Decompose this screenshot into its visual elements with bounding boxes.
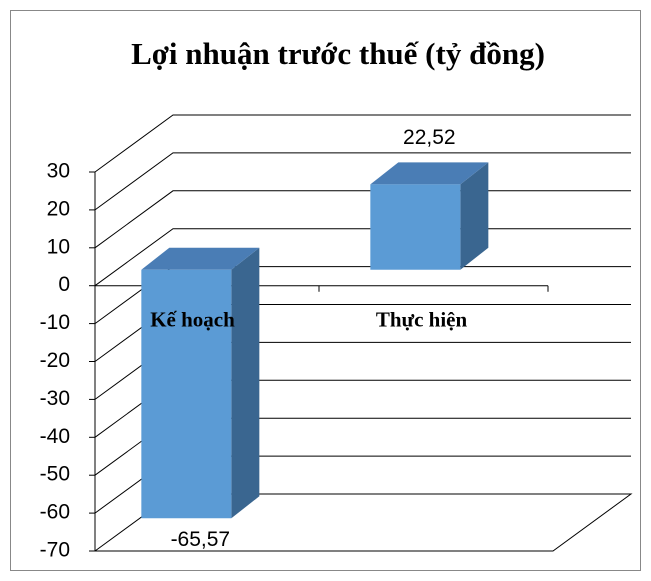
y-tick-label: -40 — [40, 425, 70, 448]
bar-side — [460, 162, 489, 270]
y-tick-label: 30 — [47, 160, 70, 183]
chart-border — [10, 10, 641, 571]
bar-top — [141, 247, 260, 270]
value-label: -65,57 — [171, 528, 231, 551]
y-tick-label: 20 — [47, 197, 70, 220]
y-tick-label: -70 — [40, 539, 70, 562]
y-tick-label: -50 — [40, 463, 70, 486]
grid-line — [94, 152, 631, 211]
x-tick-label: Thực hiện — [376, 308, 468, 332]
bar — [370, 184, 461, 270]
chart-title: Lợi nhuận trước thuế (tỷ đồng) — [131, 36, 545, 71]
y-tick-label: 10 — [47, 235, 70, 258]
bar-top — [370, 162, 489, 185]
bar-side — [231, 247, 260, 519]
y-tick-label: -30 — [40, 387, 70, 410]
value-label: 22,52 — [403, 126, 456, 149]
x-tick-label: Kế hoạch — [150, 308, 235, 332]
y-tick-label: 0 — [58, 273, 70, 296]
y-tick-label: -60 — [40, 501, 70, 524]
y-tick-label: -20 — [40, 349, 70, 372]
grid-line — [94, 114, 631, 173]
bar — [141, 269, 232, 519]
y-tick-label: -10 — [40, 311, 70, 334]
